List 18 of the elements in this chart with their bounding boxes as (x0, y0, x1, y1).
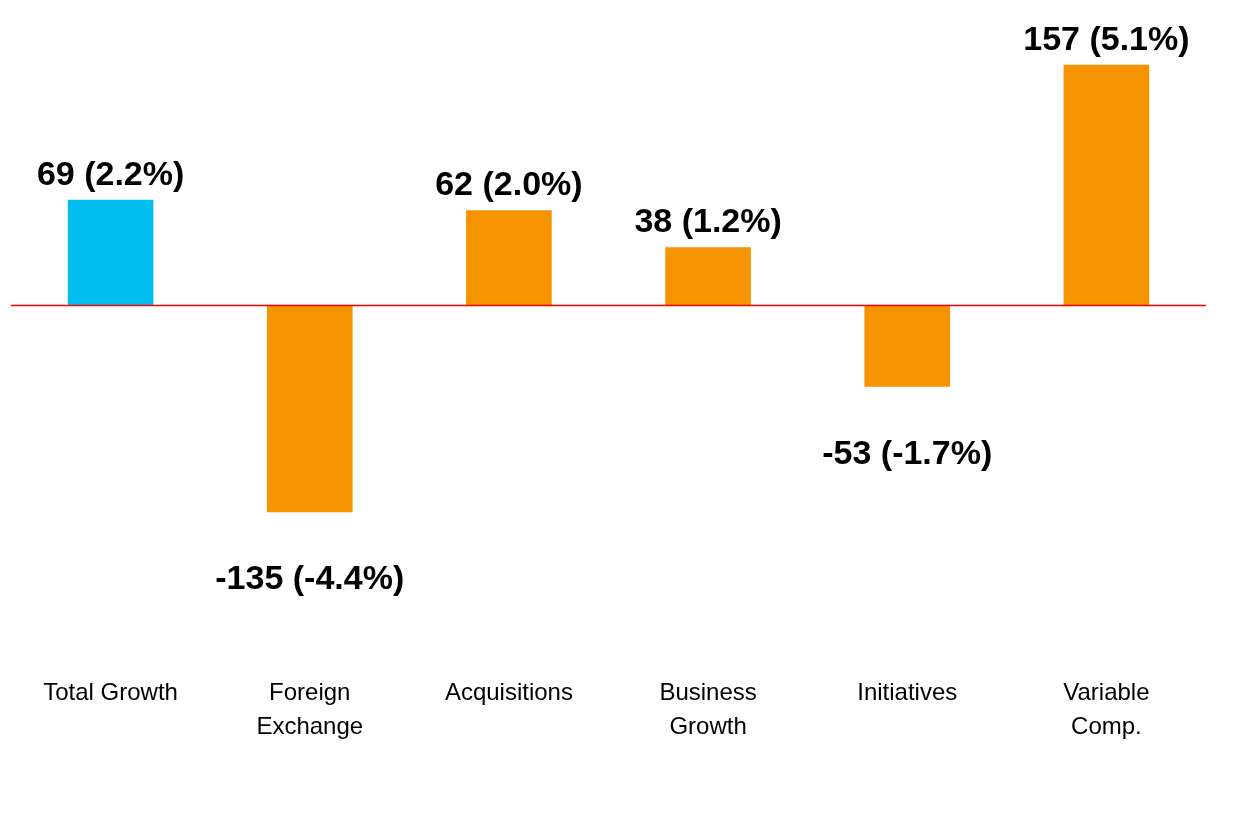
bar (466, 210, 552, 306)
bar (1063, 64, 1150, 306)
data-label: 69 (2.2%) (36, 153, 185, 192)
data-label: -135 (-4.4%) (215, 558, 405, 597)
x-tick-label: Foreign Exchange (256, 677, 364, 739)
bar (665, 247, 751, 306)
data-label: 38 (1.2%) (634, 201, 782, 240)
data-label: 62 (2.0%) (435, 164, 583, 203)
data-label: 157 (5.1%) (1023, 18, 1190, 57)
x-tick-label: Initiatives (857, 677, 958, 705)
bar (67, 199, 154, 306)
bar (266, 305, 353, 513)
x-tick-label: Business Growth (659, 677, 757, 739)
data-label: -53 (-1.7%) (822, 432, 993, 471)
x-tick-label: Variable Comp. (1063, 677, 1150, 739)
x-tick-label: Total Growth (43, 677, 178, 705)
bar (864, 305, 951, 387)
x-tick-label: Acquisitions (444, 677, 573, 705)
